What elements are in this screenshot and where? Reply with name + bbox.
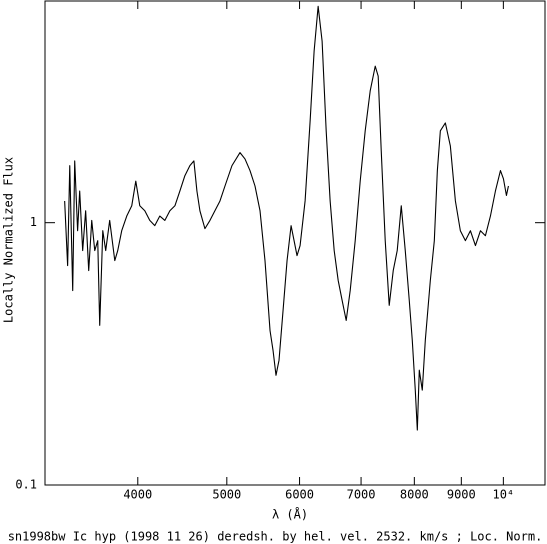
- x-tick-label: 5000: [212, 488, 241, 502]
- plot-frame: [44, 0, 546, 486]
- spectrum-line: [64, 5, 509, 431]
- y-tick-label: 1: [30, 215, 37, 229]
- caption: sn1998bw Ic hyp (1998 11 26) deredsh. by…: [8, 530, 543, 544]
- x-tick-label: 8000: [400, 488, 429, 502]
- x-tick-label: 9000: [447, 488, 476, 502]
- y-axis-label: Locally Normalized Flux: [2, 157, 16, 323]
- x-tick-label: 4000: [123, 488, 152, 502]
- x-tick-label: 7000: [347, 488, 376, 502]
- x-axis-label: λ (Å): [272, 507, 308, 522]
- y-tick-label: 0.1: [15, 478, 37, 492]
- x-tick-label: 10⁴: [493, 488, 515, 502]
- x-tick-label: 6000: [285, 488, 314, 502]
